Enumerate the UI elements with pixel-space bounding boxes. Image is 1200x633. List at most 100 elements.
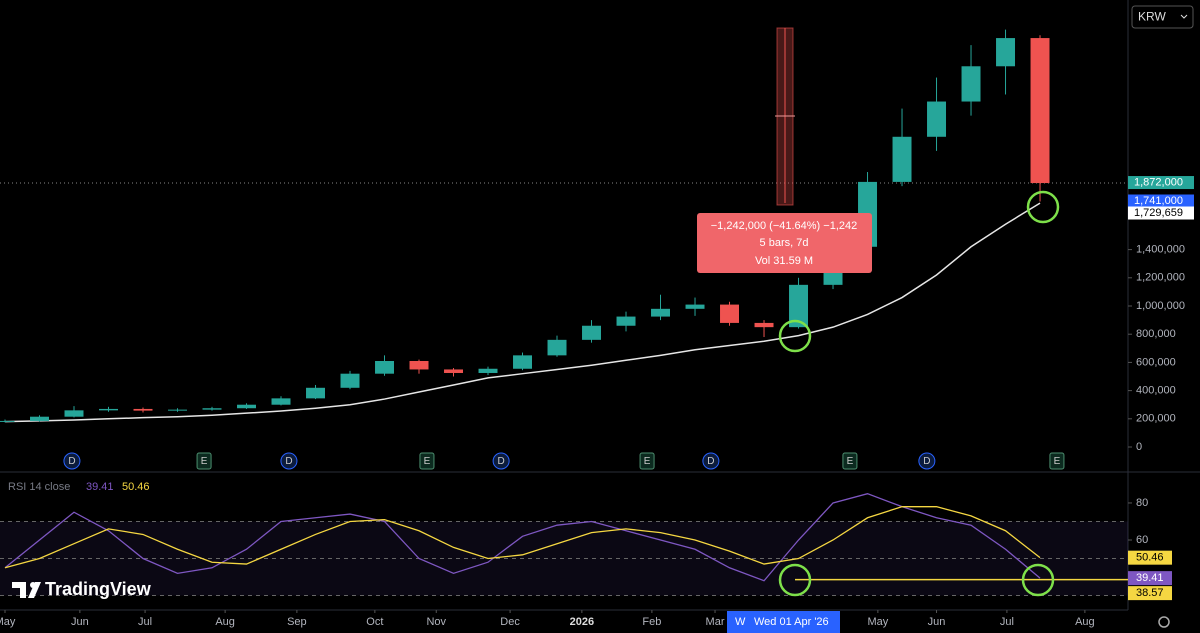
crosshair-date: Wed 01 Apr '26 — [754, 616, 829, 628]
x-tick-label: Mar — [706, 616, 725, 628]
candle-body — [754, 322, 774, 328]
rsi-line — [4, 493, 1041, 582]
rsi-label: 38.57 — [1136, 587, 1164, 599]
candle-body — [927, 101, 947, 137]
event-icon — [492, 452, 510, 470]
event-label: D — [68, 456, 75, 467]
rsi-label-box — [1128, 550, 1172, 565]
event-icon — [63, 452, 81, 470]
event-marker: E — [842, 452, 858, 470]
rsi-line — [4, 506, 1041, 569]
event-marker: E — [1049, 452, 1065, 470]
rsi-label-box — [1128, 586, 1172, 601]
candle-body — [64, 410, 84, 417]
candle-body — [720, 304, 740, 323]
x-tick-label: Aug — [1075, 616, 1095, 628]
x-tick-label: Jun — [71, 616, 89, 628]
candle-body — [444, 369, 463, 373]
candle-body — [0, 420, 15, 422]
candle-body — [478, 368, 498, 373]
candle-body — [375, 360, 394, 374]
crosshair-date-box — [727, 611, 840, 633]
y-tick-label: 400,000 — [1136, 385, 1176, 397]
y-tick-label: 600,000 — [1136, 356, 1176, 368]
highlight-circles — [778, 190, 1060, 597]
candle-body — [237, 404, 256, 409]
event-label: D — [285, 456, 292, 467]
event-marker: D — [918, 452, 936, 470]
dropdown-box[interactable] — [1131, 5, 1194, 29]
candle-body — [582, 325, 602, 340]
rsi-title: RSI 14 close — [8, 481, 70, 493]
event-icon — [1049, 452, 1065, 470]
x-tick-label: Feb — [642, 616, 661, 628]
price-label: 1,741,000 — [1134, 195, 1183, 207]
x-tick-label: Sep — [287, 616, 307, 628]
x-tick-label: May — [867, 616, 888, 628]
event-marker: D — [280, 452, 298, 470]
y-tick-label: 80 — [1136, 497, 1148, 509]
candle-body — [513, 355, 533, 369]
event-marker: E — [419, 452, 435, 470]
candle-body — [892, 136, 912, 182]
candle-body — [996, 38, 1016, 67]
brand-name: TradingView — [45, 579, 152, 599]
event-icon — [918, 452, 936, 470]
y-tick-label: 1,200,000 — [1136, 272, 1185, 284]
settings-button[interactable] — [1158, 616, 1170, 628]
y-tick-label: 1,000,000 — [1136, 300, 1185, 312]
y-tick-label: 800,000 — [1136, 328, 1176, 340]
dropdown-caret — [1180, 14, 1188, 19]
candle-body — [99, 408, 118, 411]
event-label: D — [498, 456, 505, 467]
panes: 0 200,000 400,000 600,000 800,000 1,000,000 1,… — [0, 29, 1194, 628]
event-label: E — [847, 456, 854, 467]
event-icon — [842, 452, 858, 470]
candle-body — [168, 409, 187, 411]
candle-body — [547, 339, 567, 356]
currency-label[interactable]: KRW — [1138, 10, 1166, 24]
price-label-box — [1128, 206, 1194, 220]
x-tick-label: Oct — [366, 616, 383, 628]
event-label: D — [707, 456, 714, 467]
settings-icon[interactable] — [1158, 616, 1170, 628]
y-tick-label: 0 — [1136, 441, 1142, 453]
candle-body — [409, 360, 429, 370]
crosshair-label: W Wed 01 Apr '26 — [727, 611, 840, 633]
rsi-band — [0, 521, 1128, 596]
highlight-circle — [1026, 190, 1060, 224]
event-label: E — [424, 456, 431, 467]
candle-body — [133, 408, 153, 411]
candle-body — [616, 316, 636, 326]
event-icon — [419, 452, 435, 470]
price-label-box — [1128, 176, 1194, 190]
brand: TradingView — [12, 579, 152, 599]
x-tick-label: Jun — [928, 616, 946, 628]
measure-tooltip — [697, 213, 872, 273]
rsi-ma-value: 50.46 — [122, 481, 150, 493]
measure-tool: −1,242,000 (−41.64%) −1,242 5 bars, 7d V… — [697, 27, 872, 273]
candle-body — [202, 408, 222, 410]
x-tick-label: Nov — [426, 616, 446, 628]
candle-body — [30, 416, 49, 421]
candle-body — [961, 66, 981, 102]
event-icon — [196, 452, 212, 470]
event-label: E — [1054, 456, 1061, 467]
candle-body — [789, 284, 809, 328]
x-tick-label: Jul — [138, 616, 152, 628]
event-label: E — [644, 456, 651, 467]
event-marker: E — [639, 452, 655, 470]
x-tick-label: 2026 — [570, 616, 594, 628]
y-tick-label: 1,400,000 — [1136, 244, 1185, 256]
event-icon — [280, 452, 298, 470]
event-label: D — [923, 456, 930, 467]
price-label: 1,872,000 — [1134, 176, 1183, 188]
currency-dropdown[interactable]: KRW — [1131, 5, 1194, 29]
highlight-circle — [778, 563, 812, 597]
x-tick-label: Aug — [215, 616, 235, 628]
crosshair-mode: W — [735, 616, 746, 628]
event-icon — [702, 452, 720, 470]
candle-body — [271, 398, 291, 405]
